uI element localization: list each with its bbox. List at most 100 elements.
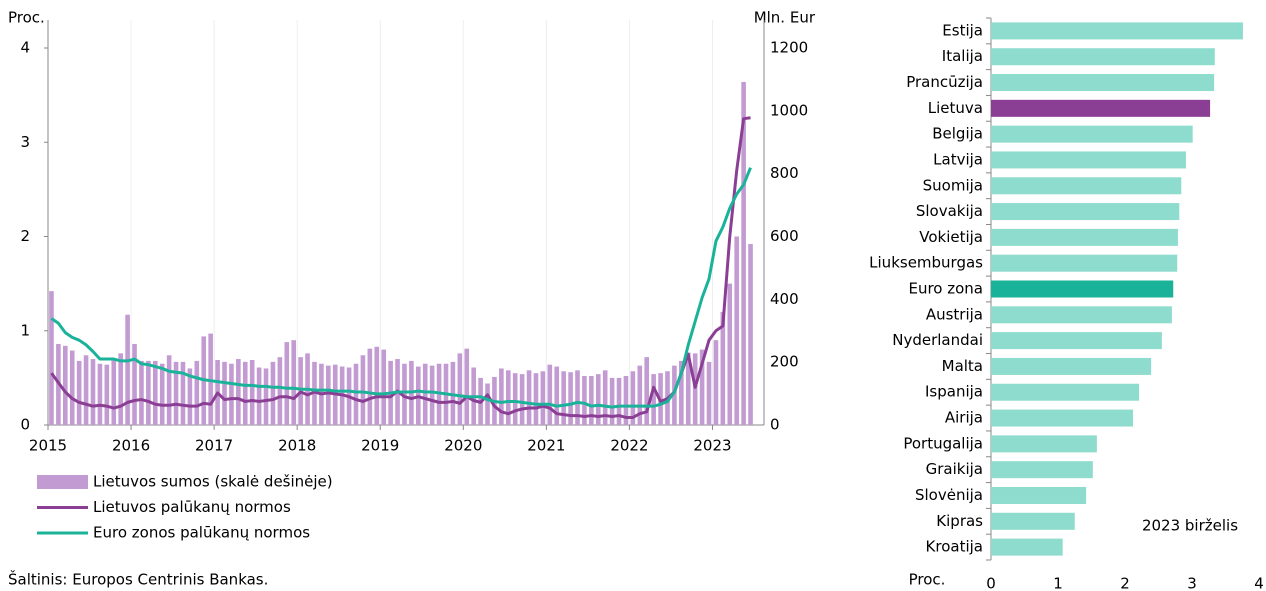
bar xyxy=(637,365,643,425)
y-tick-label: Kipras xyxy=(936,512,983,530)
bar xyxy=(132,343,137,425)
bar xyxy=(353,363,359,425)
bar xyxy=(326,365,331,425)
y-tick-label: Airija xyxy=(945,409,983,427)
bar xyxy=(69,350,75,425)
bar xyxy=(256,367,262,425)
bar xyxy=(713,340,719,425)
bar xyxy=(519,374,525,425)
y-tick-label: Suomija xyxy=(923,176,983,194)
bar xyxy=(734,236,739,425)
legend-label: Euro zonos palūkanų normos xyxy=(93,524,310,542)
bar xyxy=(464,348,470,425)
legend-swatch xyxy=(37,475,88,489)
y-tick-label: Italija xyxy=(942,47,983,65)
annotation: 2023 birželis xyxy=(1142,517,1238,535)
bar xyxy=(589,375,594,425)
y2-tick-label: 800 xyxy=(770,164,799,182)
y-tick-label: Ispanija xyxy=(925,383,983,401)
bar xyxy=(679,360,684,425)
bar xyxy=(727,283,733,425)
x-tick-label: 2020 xyxy=(444,437,482,455)
bar xyxy=(595,374,601,425)
x-tick-label: 2017 xyxy=(195,437,233,455)
y2-tick-label: 0 xyxy=(770,416,780,434)
bar xyxy=(49,291,54,425)
y2-tick-label: 1200 xyxy=(770,39,808,57)
bar xyxy=(402,363,407,425)
bar xyxy=(104,364,110,425)
x-tick-label: 1 xyxy=(1053,575,1063,591)
bar xyxy=(991,306,1172,324)
bar xyxy=(457,353,463,425)
line xyxy=(50,116,751,419)
y2-tick-label: 600 xyxy=(770,227,799,245)
bar xyxy=(166,355,172,425)
y-tick-label: Liuksemburgas xyxy=(869,254,983,272)
y-tick-label: Graikija xyxy=(926,460,983,478)
bar xyxy=(90,359,96,425)
bar xyxy=(222,361,227,425)
bar xyxy=(651,374,656,425)
y-tick-label: Prancūzija xyxy=(906,73,983,91)
bar xyxy=(720,311,726,425)
bar xyxy=(249,359,255,425)
bar xyxy=(991,280,1174,298)
y-tick-label: Malta xyxy=(942,357,983,375)
y-tick-label: Estija xyxy=(942,21,983,39)
x-tick-label: 2018 xyxy=(278,437,316,455)
bar xyxy=(111,359,117,425)
legend-label: Lietuvos sumos (skalė dešinėje) xyxy=(93,473,333,491)
y-tick-label: 2 xyxy=(20,227,30,245)
bar xyxy=(159,363,165,425)
x-tick-label: 2022 xyxy=(610,437,648,455)
bar xyxy=(991,48,1215,66)
bar xyxy=(609,377,615,425)
bar xyxy=(672,365,677,425)
y2-tick-label: 400 xyxy=(770,290,799,308)
bar xyxy=(991,22,1243,40)
y-tick-label: Latvija xyxy=(933,150,983,168)
x-tick-label: 3 xyxy=(1187,575,1197,591)
bar xyxy=(284,342,290,425)
bar xyxy=(991,99,1211,117)
y-tick-label: Austrija xyxy=(926,305,983,323)
bar xyxy=(505,370,511,425)
bar xyxy=(180,361,186,425)
bar xyxy=(152,360,158,425)
bar xyxy=(236,359,241,425)
bar xyxy=(706,361,712,425)
bar xyxy=(991,125,1193,143)
y-tick-label: 3 xyxy=(20,133,30,151)
bar xyxy=(991,538,1063,556)
x-tick-label: 4 xyxy=(1254,575,1264,591)
bar xyxy=(991,409,1134,427)
bar xyxy=(76,360,82,425)
bar xyxy=(991,177,1182,195)
bar xyxy=(741,81,746,426)
bar xyxy=(374,346,380,425)
bar xyxy=(277,357,283,425)
bar xyxy=(623,375,629,425)
bar xyxy=(991,332,1162,350)
x-tick-label: 2019 xyxy=(361,437,399,455)
line xyxy=(50,167,752,409)
bar xyxy=(139,360,144,425)
bar xyxy=(991,383,1140,401)
bar xyxy=(991,357,1152,375)
bar xyxy=(685,352,691,425)
bar xyxy=(616,377,622,425)
bar xyxy=(360,355,366,425)
y-tick-label: Belgija xyxy=(932,125,983,143)
y2-axis-label: Mln. Eur xyxy=(754,9,816,27)
bar xyxy=(547,364,553,425)
bar xyxy=(263,368,269,425)
x-tick-label: 0 xyxy=(986,575,996,591)
source-note: Šaltinis: Europos Centrinis Bankas. xyxy=(8,570,268,589)
bar xyxy=(125,314,130,425)
bar xyxy=(602,370,608,425)
bar xyxy=(63,345,68,425)
x-axis-label: Proc. xyxy=(909,571,946,589)
